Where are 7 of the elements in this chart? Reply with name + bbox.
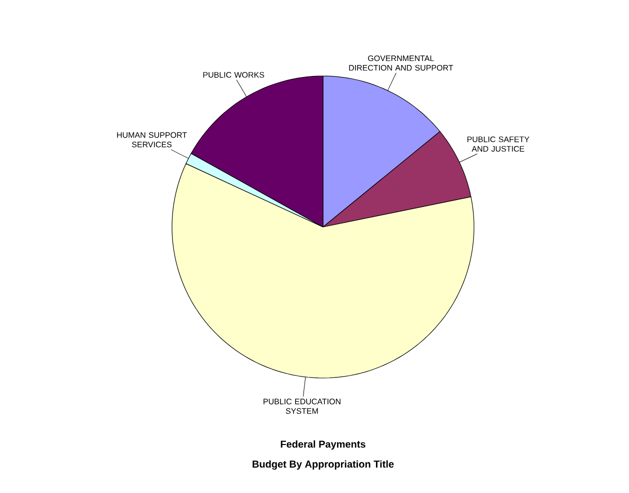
text: Budget By Appropriation Title — [252, 460, 394, 470]
text: Federal Payments — [280, 440, 366, 450]
slice-label: PUBLIC WORKS — [203, 72, 264, 78]
slice-label: GOVERNMENTAL DIRECTION AND SUPPORT — [349, 55, 454, 71]
slice-label: PUBLIC EDUCATION SYSTEM — [264, 398, 340, 414]
slice-label: PUBLIC SAFETY AND JUSTICE — [467, 136, 530, 152]
slice-label: HUMAN SUPPORT SERVICES — [117, 132, 187, 148]
